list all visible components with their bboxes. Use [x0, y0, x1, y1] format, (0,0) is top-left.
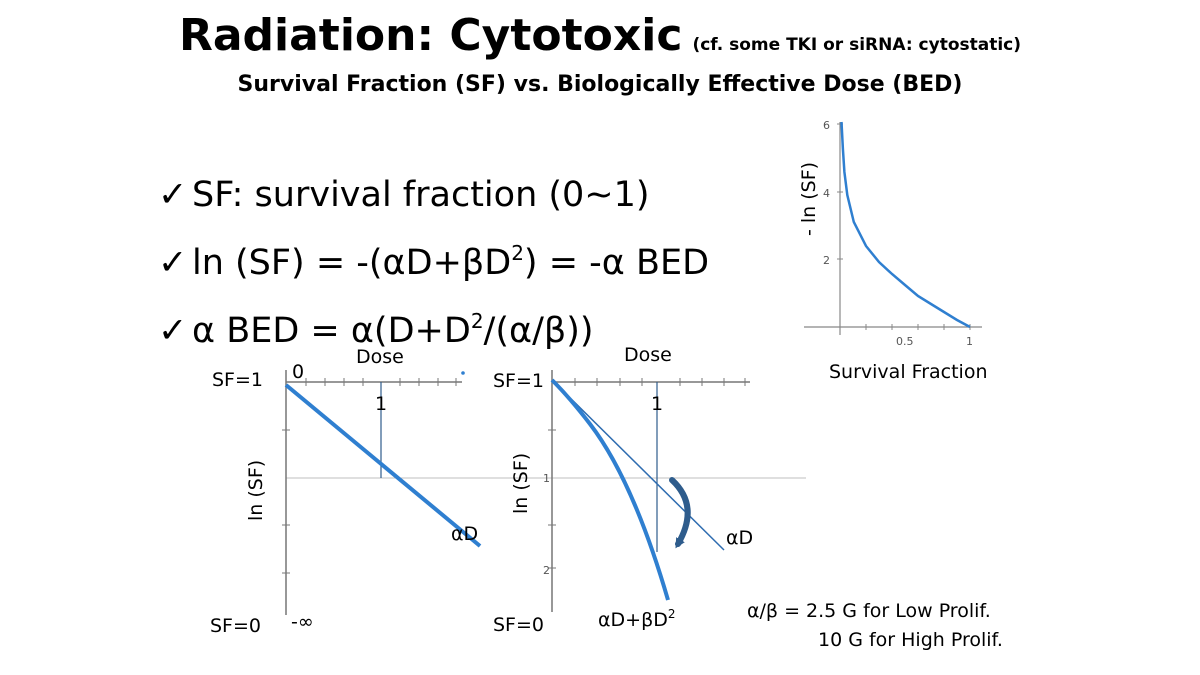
- bullet-text: ln (SF) = -(αD+βD: [192, 243, 512, 283]
- right-neg-ln-curve: [840, 121, 971, 329]
- middle-y-ticks: [548, 429, 556, 569]
- left-x-ticks: [305, 378, 457, 386]
- bullet-item: ✓ SF: survival fraction (0~1): [158, 166, 709, 224]
- middle-sf1-label: SF=1: [493, 370, 544, 392]
- middle-x-ticks: [574, 378, 746, 386]
- left-alpha-d-line: [284, 383, 482, 548]
- check-icon: ✓: [158, 175, 188, 215]
- right-x-tick-05: 0.5: [896, 335, 914, 348]
- title-row: Radiation: Cytotoxic (cf. some TKI or siR…: [0, 10, 1200, 61]
- middle-lq-label: αD+βD2: [598, 607, 675, 631]
- check-icon: ✓: [158, 311, 188, 351]
- check-icon: ✓: [158, 243, 188, 283]
- middle-alpha-d-line: [551, 379, 725, 551]
- bullet-text: α BED = α(D+D: [192, 311, 471, 351]
- ratio-note-line2: 10 G for High Prolif.: [818, 629, 1003, 651]
- right-plot: 2 4 6 0.5 1 Survival Fraction - ln (SF): [798, 119, 988, 383]
- bullet-item: ✓ α BED = α(D+D2/(α/β)): [158, 292, 709, 360]
- left-alpha-d-label: αD: [451, 523, 478, 545]
- bullet-list: ✓ SF: survival fraction (0~1) ✓ ln (SF) = …: [158, 166, 709, 360]
- middle-dose-label: Dose: [624, 344, 672, 366]
- middle-lq-curve: [550, 378, 670, 601]
- middle-y-tick-2: 2: [543, 564, 550, 577]
- left-sf0-label: SF=0: [210, 615, 261, 637]
- left-stray-dot: [461, 371, 465, 375]
- bullet-text: SF: survival fraction (0~1): [192, 175, 650, 215]
- middle-y-tick-1: 1: [543, 472, 550, 485]
- left-neg-inf-label: -∞: [291, 611, 314, 633]
- slide-title: Radiation: Cytotoxic: [178, 10, 683, 61]
- left-dose-label: Dose: [356, 346, 404, 368]
- right-x-axis-label: Survival Fraction: [829, 361, 988, 383]
- left-origin-label: 0: [292, 361, 304, 383]
- middle-sf0-label: SF=0: [493, 614, 544, 636]
- bullet-text-end: /(α/β)): [483, 311, 594, 351]
- left-y-ticks: [282, 429, 290, 574]
- right-plot-area: [802, 120, 982, 352]
- right-y-tick-2: 2: [823, 254, 830, 267]
- bullet-item: ✓ ln (SF) = -(αD+βD2) = -α BED: [158, 224, 709, 292]
- curve-arrow-icon: [669, 477, 691, 549]
- right-y-axis-label: - ln (SF): [798, 162, 820, 236]
- middle-y-axis-label: ln (SF): [510, 453, 532, 514]
- bullet-superscript: 2: [470, 309, 484, 333]
- left-y-axis-label: ln (SF): [245, 460, 267, 521]
- middle-x-tick-label: 1: [651, 393, 663, 415]
- middle-alpha-d-label: αD: [726, 527, 753, 549]
- slide-subtitle: Survival Fraction (SF) vs. Biologically …: [237, 72, 963, 97]
- right-x-tick-1: 1: [966, 335, 973, 348]
- left-plot: Dose 0 1 SF=1 SF=0 -∞ αD ln (SF): [210, 346, 482, 637]
- right-ticks: [837, 123, 971, 330]
- right-y-tick-6: 6: [823, 119, 830, 132]
- ratio-note-line1: α/β = 2.5 G for Low Prolif.: [747, 600, 991, 622]
- right-y-tick-4: 4: [823, 187, 830, 200]
- middle-plot: Dose 1 1 2 SF=1 SF=0 αD αD+βD2 ln (SF): [493, 344, 753, 636]
- bullet-text-end: ) = -α BED: [523, 243, 710, 283]
- title-note: (cf. some TKI or siRNA: cytostatic): [692, 35, 1022, 55]
- left-sf1-label: SF=1: [212, 369, 263, 391]
- bullet-superscript: 2: [511, 241, 524, 265]
- left-x-tick-label: 1: [375, 393, 387, 415]
